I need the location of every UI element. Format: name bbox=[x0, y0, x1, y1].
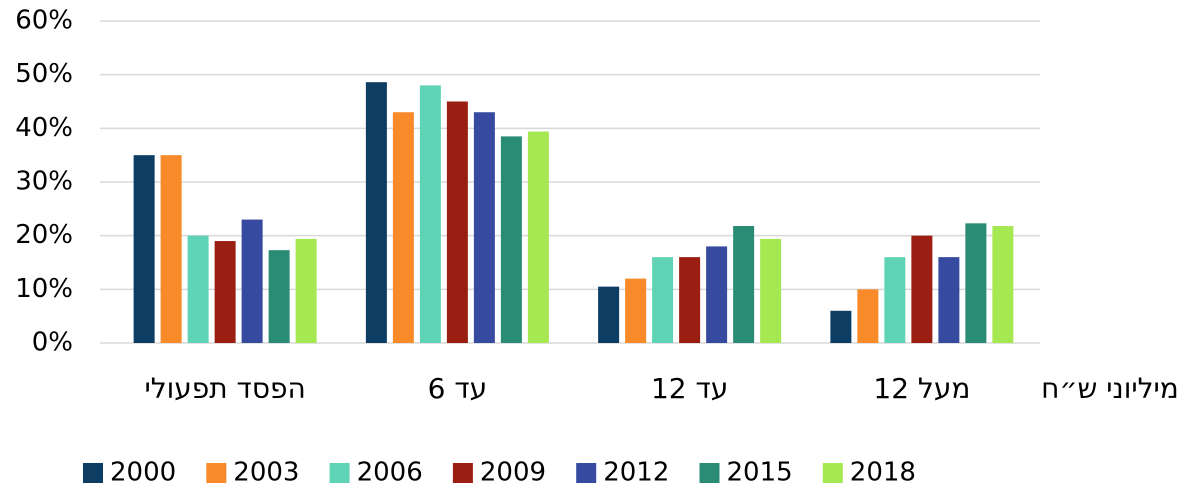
bar bbox=[500, 136, 522, 343]
bar bbox=[760, 238, 782, 343]
bar bbox=[527, 131, 549, 343]
bar bbox=[679, 257, 701, 343]
y-tick-label: 40% bbox=[15, 113, 73, 143]
legend-swatch bbox=[83, 463, 103, 483]
bar bbox=[857, 289, 879, 343]
bar bbox=[911, 235, 933, 343]
x-tick-label: עד 6 bbox=[428, 372, 488, 405]
bar bbox=[965, 223, 987, 343]
legend-label: 2018 bbox=[850, 458, 916, 488]
bar bbox=[160, 155, 182, 343]
legend-swatch bbox=[699, 463, 720, 483]
y-tick-label: 30% bbox=[15, 167, 73, 197]
legend-label: 2003 bbox=[233, 458, 299, 488]
bar bbox=[625, 278, 647, 343]
bar bbox=[187, 235, 209, 343]
bar bbox=[733, 226, 755, 343]
legend-label: 2000 bbox=[110, 458, 176, 488]
x-tick-label: מעל 12 bbox=[873, 372, 970, 405]
bar bbox=[295, 238, 317, 343]
bar bbox=[706, 246, 728, 343]
legend-swatch bbox=[822, 463, 843, 483]
bar bbox=[884, 257, 906, 343]
y-tick-label: 60% bbox=[15, 6, 73, 36]
legend-swatch bbox=[329, 463, 350, 483]
y-tick-label: 20% bbox=[15, 220, 73, 250]
legend-swatch bbox=[576, 463, 597, 483]
x-tick-label: הפסד תפעולי bbox=[144, 372, 305, 405]
y-tick-label: 50% bbox=[15, 59, 73, 89]
y-tick-label: 0% bbox=[32, 328, 73, 358]
bar bbox=[268, 250, 290, 343]
legend-label: 2009 bbox=[480, 458, 546, 488]
legend-label: 2015 bbox=[727, 458, 793, 488]
x-axis-label: מיליוני ש״ח bbox=[1041, 372, 1179, 405]
y-tick-label: 10% bbox=[15, 274, 73, 304]
bar bbox=[830, 310, 852, 343]
legend-swatch bbox=[452, 463, 473, 483]
bar bbox=[446, 101, 468, 343]
bar bbox=[214, 241, 236, 343]
bar bbox=[938, 257, 960, 343]
legend-label: 2006 bbox=[357, 458, 423, 488]
bar bbox=[241, 219, 263, 343]
legend-label: 2012 bbox=[603, 458, 669, 488]
bar bbox=[473, 112, 495, 343]
bar bbox=[133, 155, 155, 343]
bar bbox=[598, 286, 620, 343]
x-tick-label: עד 12 bbox=[651, 372, 728, 405]
bar bbox=[992, 226, 1014, 343]
bar bbox=[419, 85, 441, 344]
bar bbox=[392, 112, 414, 343]
bar bbox=[365, 82, 387, 344]
legend-swatch bbox=[206, 463, 227, 483]
bar bbox=[652, 257, 674, 343]
